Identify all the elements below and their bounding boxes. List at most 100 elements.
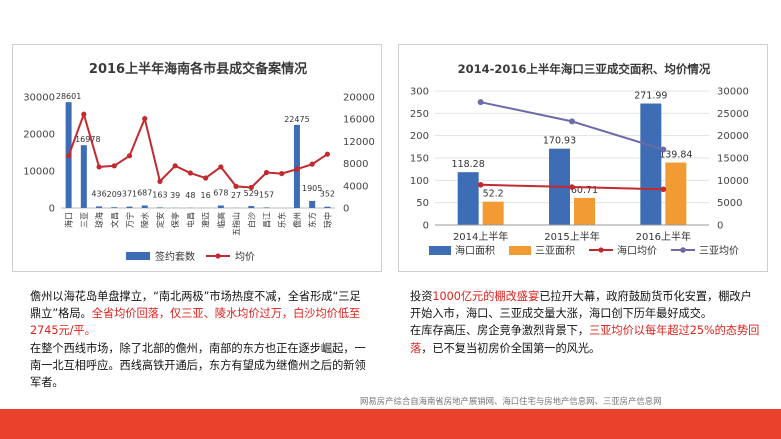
bar-data-label: 139.84: [659, 150, 692, 161]
bar-signed-units: [111, 207, 118, 208]
text-normal: 在整个西线市场，除了北部的儋州，南部的东方也正在逐步崛起，一南一北互相呼应。西线…: [30, 341, 366, 390]
category-tick-label: 陵水: [140, 212, 150, 228]
avg-price-point: [294, 166, 300, 172]
avg-price-point: [96, 164, 102, 170]
text-highlight: 1000亿元的棚改盛宴: [432, 290, 540, 303]
avg-price-point: [142, 116, 148, 122]
category-tick-label: 屯昌: [185, 212, 195, 228]
right-axis-tick-label: 0: [717, 221, 723, 232]
left-axis-tick-label: 250: [410, 109, 429, 120]
bar-data-label: 1905: [302, 184, 322, 193]
legend-label: 均价: [235, 251, 255, 263]
avg-price-point: [66, 153, 72, 159]
right-axis-tick-label: 20000: [717, 131, 749, 142]
bar-signed-units: [248, 206, 255, 208]
bar-signed-units: [126, 206, 133, 208]
right-axis-tick-label: 25000: [717, 109, 749, 120]
paragraph: 在库存高压、房企竞争激烈背景下，三亚均价以每年超过25%的态势回落，已不复当初房…: [410, 322, 762, 356]
left-axis-tick-label: 50: [416, 198, 429, 209]
bar-data-label: 529: [244, 189, 259, 198]
legend-swatch-bar: [126, 252, 150, 260]
chart-title: 2016上半年海南各市县成交备案情况: [89, 61, 307, 77]
category-tick-label: 乐东: [277, 212, 287, 228]
avg-price-point: [157, 178, 163, 184]
left-axis-tick-label: 300: [410, 87, 429, 98]
bar-sanya-area: [665, 162, 687, 225]
bar-data-label: 60.71: [571, 185, 598, 196]
chart-panel-haikou-sanya: 2014-2016上半年海口三亚成交面积、均价情况 0 50 100 150 200 250…: [398, 44, 768, 272]
category-tick-label: 三亚: [80, 212, 89, 228]
avg-price-point: [172, 163, 178, 169]
bar-signed-units: [263, 207, 270, 208]
bar-signed-units: [156, 207, 163, 208]
right-axis-tick-label: 30000: [717, 87, 749, 98]
avg-price-point: [263, 169, 270, 176]
category-tick-label: 定安: [155, 212, 165, 228]
bar-signed-units: [80, 145, 87, 208]
bar-sanya-area: [574, 197, 595, 225]
bar-signed-units: [96, 206, 103, 208]
left-axis-tick-label: 200: [410, 131, 429, 142]
category-tick-label: 琼中: [322, 212, 332, 228]
analysis-text-left: 儋州以海花岛单盘撑立，“南北两极”市场热度不减，全省形成“三足鼎立”格局。全省均…: [30, 288, 370, 391]
paragraph: 在整个西线市场，除了北部的儋州，南部的东方也正在逐步崛起，一南一北互相呼应。西线…: [30, 340, 370, 392]
legend-label: 三亚均价: [699, 245, 739, 257]
bar-haikou-area: [640, 103, 662, 225]
left-axis-tick-label: 100: [410, 176, 429, 187]
paragraph: 投资1000亿元的棚改盛宴已拉开大幕，政府鼓励货币化安置，棚改户开始入市，海口、…: [410, 288, 762, 322]
bar-data-label: 16978: [75, 135, 100, 144]
legend-label: 签约套数: [155, 250, 195, 263]
sanya-price-point: [477, 99, 484, 106]
text-normal: ，已不复当初房价全国第一的风光。: [421, 341, 601, 355]
bar-signed-units: [309, 200, 316, 208]
text-normal: 儋州以海花岛单盘撑立，“南北两极”市场热度不减，全省形成“三足鼎立”格局。: [30, 290, 361, 321]
bar-data-label: 157: [259, 190, 274, 199]
sanya-price-point: [569, 118, 575, 125]
avg-price-point: [218, 164, 224, 170]
left-axis-tick-label: 0: [423, 221, 429, 232]
haikou-price-point: [477, 182, 484, 188]
category-tick-label: 琼海: [94, 212, 104, 228]
category-tick-label: 澄迈: [201, 212, 211, 228]
legend-label: 三亚面积: [535, 245, 575, 257]
right-axis-tick-label: 12000: [343, 137, 375, 148]
haikou-sanya-chart-svg: 2014-2016上半年海口三亚成交面积、均价情况 0 50 100 150 200 250…: [410, 62, 749, 257]
bar-data-label: 27: [231, 191, 241, 200]
bar-data-label: 48: [185, 191, 195, 200]
analysis-text-right: 投资1000亿元的棚改盛宴已拉开大幕，政府鼓励货币化安置，棚改户开始入市，海口、…: [410, 288, 762, 357]
category-tick-label: 万宁: [125, 212, 135, 228]
bar-data-label: 271.99: [634, 91, 667, 102]
category-tick-label: 昌江: [263, 212, 272, 228]
bar-data-label: 687: [137, 188, 152, 197]
avg-price-point: [187, 170, 193, 176]
category-tick-label: 东方: [307, 212, 317, 228]
source-credit: 网易房产综合自海南省房地产展销网、海口住宅与房地产信息网、三亚房产信息网: [360, 396, 662, 406]
category-tick-label: 临高: [216, 212, 226, 228]
text-normal: 在库存高压、房企竞争激烈背景下，: [410, 324, 590, 338]
right-axis-tick-label: 8000: [343, 159, 368, 170]
category-tick-label: 文昌: [109, 212, 119, 228]
text-highlight: 三亚均价以每年超过25%的态势回落: [410, 324, 760, 355]
avg-price-point: [126, 153, 133, 159]
right-axis-tick-label: 16000: [343, 115, 375, 126]
bottom-accent-bar: [0, 409, 781, 439]
right-axis-tick-label: 4000: [343, 181, 368, 192]
legend-swatch-marker: [680, 247, 686, 253]
category-tick-label: 2014上半年: [453, 230, 508, 243]
text-highlight: 全省均价回落，仅三亚、陵水均价过万，白沙均价低至2745元/平。: [30, 307, 361, 338]
bar-data-label: 163: [152, 190, 167, 199]
avg-price-point: [279, 170, 285, 177]
legend-swatch-marker: [215, 253, 221, 259]
category-tick-label: 海口: [64, 212, 74, 228]
left-axis-tick-label: 150: [410, 154, 429, 165]
bar-data-label: 436: [91, 189, 106, 198]
legend-label: 海口均价: [617, 244, 657, 257]
avg-price-point: [81, 111, 87, 117]
bar-data-label: 678: [213, 188, 228, 197]
bar-haikou-area: [457, 172, 479, 225]
avg-price-line: [67, 110, 328, 189]
category-tick-label: 2015上半年: [544, 230, 599, 243]
left-axis-tick-label: 20000: [23, 130, 55, 141]
category-tick-label: 白沙: [246, 212, 256, 228]
bar-data-label: 22475: [284, 115, 309, 124]
